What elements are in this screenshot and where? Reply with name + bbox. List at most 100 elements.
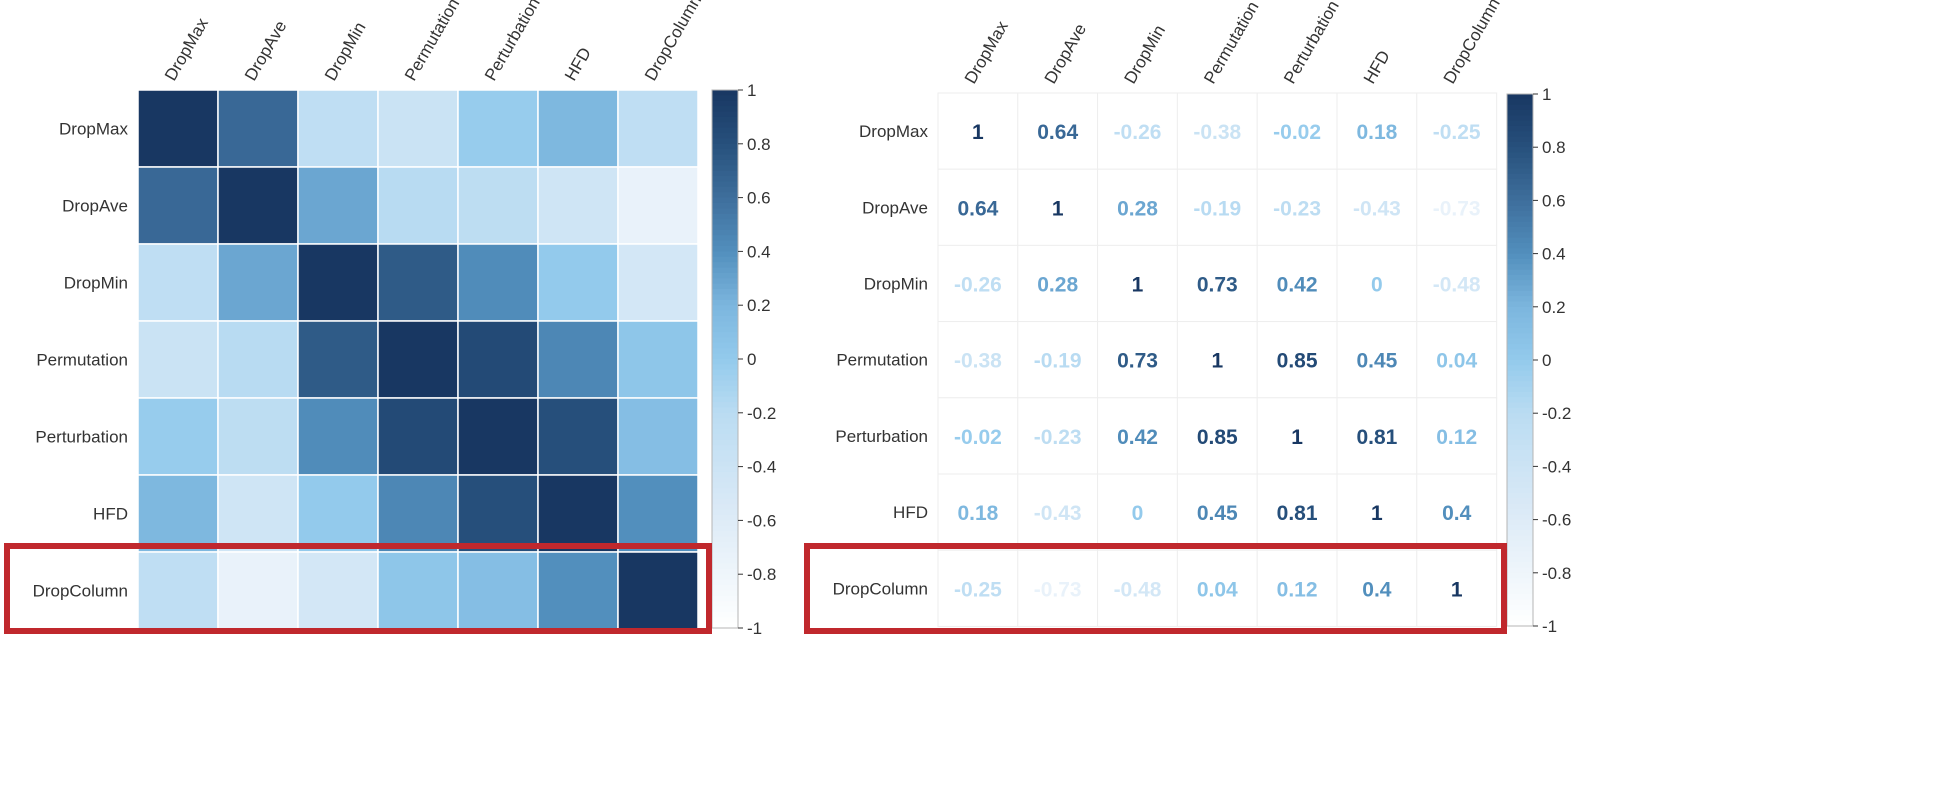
colorbar-segment	[712, 283, 738, 290]
colorbar-segment	[1507, 125, 1533, 132]
colorbar-segment	[1507, 264, 1533, 271]
row-label: HFD	[93, 505, 128, 524]
colorbar-segment	[712, 359, 738, 365]
colorbar-segment	[1507, 365, 1533, 372]
cell-hfd-dropmin	[297, 474, 379, 553]
value-label: 1	[972, 121, 984, 144]
colorbar-segment	[712, 493, 738, 500]
cell-dropmin-dropmin	[297, 243, 379, 322]
colorbar-segment	[1507, 386, 1533, 393]
colorbar-segment	[1507, 503, 1533, 510]
row-label: Permutation	[836, 351, 928, 370]
colorbar-segment	[712, 246, 738, 252]
colorbar-tick-label: -0.6	[747, 511, 776, 530]
cell-perturbation-hfd	[537, 397, 619, 476]
colorbar-segment	[1507, 572, 1533, 579]
cell-dropmin-dropcolumn	[617, 243, 699, 322]
colorbar-segment	[712, 590, 738, 597]
cell-dropave-dropmax	[137, 166, 219, 245]
value-label: 0.45	[1356, 350, 1397, 373]
row-label: Perturbation	[35, 428, 128, 447]
colorbar-segment	[712, 90, 738, 96]
cell-permutation-perturbation	[457, 320, 539, 399]
colorbar-segment	[712, 622, 738, 629]
colorbar-segment	[712, 552, 738, 559]
colorbar-segment	[1507, 237, 1533, 244]
cell-permutation-dropcolumn	[1416, 321, 1498, 399]
value-label: 0.81	[1356, 426, 1397, 449]
colorbar-segment	[1507, 466, 1533, 473]
colorbar-tick-label: 0.2	[1542, 298, 1566, 317]
cell-dropcolumn-perturbation	[1256, 549, 1338, 627]
value-label: -0.02	[1273, 121, 1321, 144]
colorbar-segment	[1507, 285, 1533, 292]
colorbar-segment	[712, 299, 738, 306]
row-label: Permutation	[36, 351, 128, 370]
colorbar-tick-label: 1	[1542, 85, 1551, 104]
colorbar-segment	[1507, 524, 1533, 531]
colorbar-segment	[1507, 328, 1533, 334]
column-label: DropMax	[961, 17, 1012, 87]
colorbar-segment	[712, 563, 738, 570]
cell-dropmax-hfd	[1336, 92, 1418, 170]
colorbar-segment	[712, 477, 738, 484]
colorbar-segment	[1507, 477, 1533, 483]
colorbar-segment	[712, 428, 738, 435]
colorbar-segment	[712, 579, 738, 586]
colorbar-segment	[712, 568, 738, 575]
row-label: DropMax	[859, 122, 928, 141]
cell-hfd-dropmax	[137, 474, 219, 553]
colorbar-segment	[1507, 530, 1533, 537]
colorbar-segment	[1507, 333, 1533, 340]
colorbar-segment	[1507, 104, 1533, 111]
cell-dropcolumn-dropcolumn	[617, 551, 699, 630]
colorbar-segment	[1507, 588, 1533, 595]
colorbar-segment	[712, 262, 738, 269]
colorbar-segment	[1507, 253, 1533, 260]
value-label: 0.12	[1277, 578, 1318, 601]
cell-dropcolumn-dropcolumn	[1416, 549, 1498, 627]
cell-permutation-dropave	[217, 320, 299, 399]
colorbar-segment	[712, 170, 738, 177]
colorbar-tick-label: 1	[747, 81, 756, 100]
colorbar-segment	[1507, 413, 1533, 420]
colorbar-segment	[712, 391, 738, 398]
cell-hfd-perturbation	[457, 474, 539, 553]
value-label: 0.18	[957, 502, 998, 525]
colorbar-segment	[1507, 184, 1533, 191]
colorbar-segment	[712, 321, 738, 328]
row-label: HFD	[893, 503, 928, 522]
colorbar-segment	[1507, 274, 1533, 281]
colorbar-segment	[1507, 514, 1533, 521]
colorbar-segment	[1507, 120, 1533, 127]
cell-permutation-dropcolumn	[617, 320, 699, 399]
colorbar-segment	[1507, 269, 1533, 276]
colorbar-segment	[1507, 445, 1533, 452]
cell-dropmin-hfd	[537, 243, 619, 322]
colorbar-segment	[712, 595, 738, 602]
colorbar-segment	[1507, 407, 1533, 414]
colorbar-segment	[712, 611, 738, 618]
value-label: 0.73	[1117, 350, 1158, 373]
cell-permutation-dropmin	[297, 320, 379, 399]
value-label: -0.23	[1273, 197, 1321, 220]
value-label: 1	[1132, 274, 1144, 297]
colorbar-tick-label: -1	[747, 619, 762, 638]
colorbar-segment	[1507, 508, 1533, 515]
colorbar-segment	[1507, 620, 1533, 627]
colorbar-segment	[712, 488, 738, 495]
colorbar-segment	[1507, 360, 1533, 366]
value-label: 0	[1132, 502, 1144, 525]
colorbar-segment	[1507, 152, 1533, 159]
column-label: DropColumn	[1440, 0, 1504, 87]
colorbar-segment	[1507, 141, 1533, 148]
cell-dropcolumn-dropave	[217, 551, 299, 630]
colorbar-segment	[1507, 173, 1533, 180]
colorbar-segment	[712, 439, 738, 446]
cell-dropcolumn-dropmin	[297, 551, 379, 630]
value-label: -0.48	[1114, 578, 1162, 601]
cell-hfd-permutation	[377, 474, 459, 553]
colorbar-segment	[712, 455, 738, 462]
column-label: HFD	[561, 44, 595, 84]
number-heatmap-panel: 1 0.64 -0.26 -0.38 -0.02 0.18 -0.25 DropMax 0.64…	[804, 0, 1571, 636]
